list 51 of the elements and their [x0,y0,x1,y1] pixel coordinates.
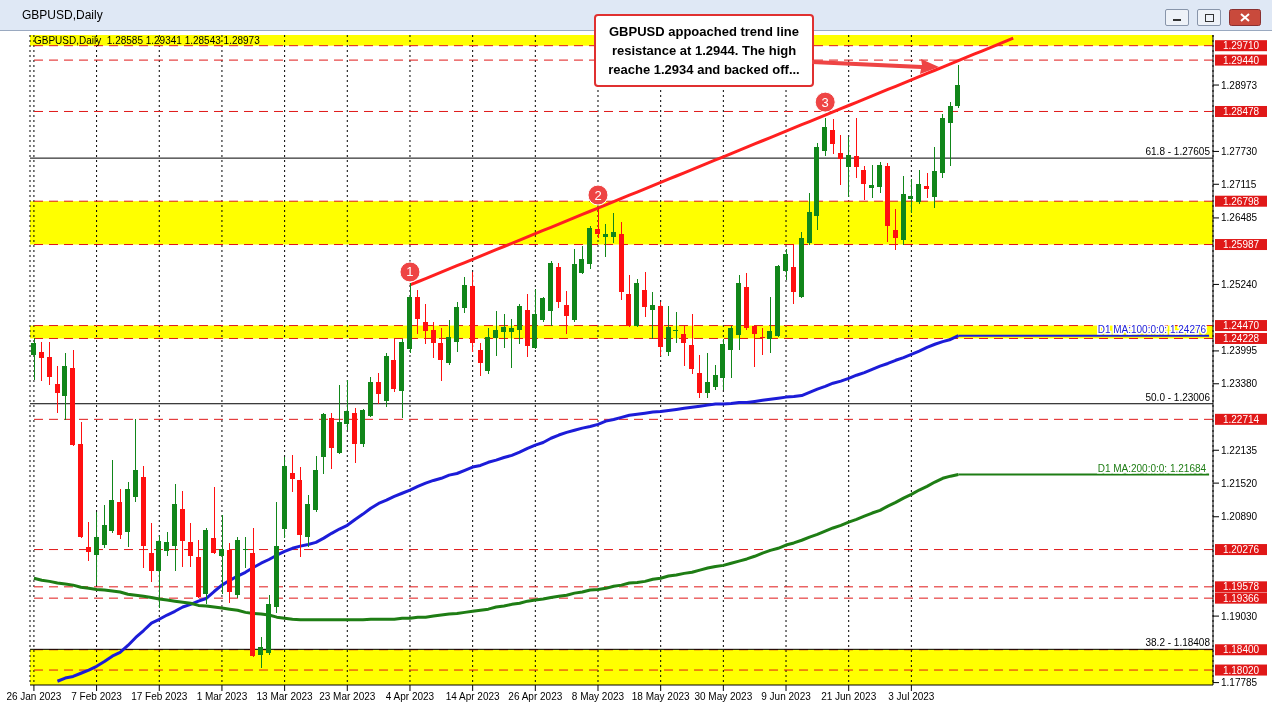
ref-line-label: 1.19366 [1222,592,1260,604]
x-tick-label: 13 Mar 2023 [256,691,314,703]
y-tick-label: 1.28973 [1221,79,1258,91]
annotation: 38.2 - 1.18408 [1145,637,1211,649]
ref-line-label: 1.18400 [1222,644,1260,656]
y-tick-label: 1.20890 [1221,511,1258,523]
x-tick-label: 26 Jan 2023 [6,691,62,703]
text: D1 MA:200:0:0: 1.21684 [1097,462,1207,474]
chart-title: GBPUSD,Daily [22,8,103,22]
ref-line-label: 1.29440 [1222,54,1260,66]
x-tick-label: 23 Mar 2023 [319,691,376,703]
text: D1 MA:100:0:0: 1.24276 [1097,323,1207,335]
ref-line-label: 1.29710 [1222,40,1260,52]
y-tick-label: 1.17785 [1221,677,1258,689]
x-tick-label: 9 Jun 2023 [761,691,812,703]
y-tick-label: 1.27115 [1221,178,1257,190]
x-tick-label: 7 Feb 2023 [71,691,123,703]
ref-line-label: 1.25987 [1222,239,1260,251]
x-tick-label: 18 May 2023 [631,691,691,703]
ref-line-label: 1.20276 [1222,544,1260,556]
x-tick-label: 3 Jul 2023 [888,691,935,703]
annotation: 61.8 - 1.27605 [1145,146,1211,158]
y-tick-label: 1.19030 [1221,610,1258,622]
ref-line-label: 1.26798 [1222,195,1260,207]
y-tick-label: 1.22135 [1221,444,1258,456]
annotation: 2 [594,187,602,203]
chart-subtitle: GBPUSD,Daily 1.28585 1.29341 1.28543 1.28973 [34,35,260,46]
y-tick-label: 1.27730 [1221,145,1258,157]
annotation: 1 [406,264,414,280]
ref-line-label: 1.19578 [1222,581,1260,593]
y-tick-label: 1.23380 [1221,378,1258,390]
ref-line-label: 1.18020 [1222,664,1260,676]
y-tick-label: 1.26485 [1221,212,1258,224]
y-tick-label: 1.23995 [1221,345,1258,357]
ref-line-label: 1.24470 [1222,320,1260,332]
ref-line-label: 1.24228 [1222,332,1260,344]
x-tick-label: 30 May 2023 [694,691,753,703]
annotation: GBPUSD appoached trend line resistance at 1.2944. The high reache 1.2934 and backed off... [594,14,814,87]
x-tick-label: 8 May 2023 [571,691,625,703]
ref-line-label: 1.22714 [1222,413,1260,425]
x-tick-label: 17 Feb 2023 [131,691,188,703]
x-tick-label: 1 Mar 2023 [196,691,248,703]
x-tick-label: 21 Jun 2023 [821,691,877,703]
x-tick-label: 14 Apr 2023 [445,691,501,703]
annotation: 3 [821,94,829,110]
x-tick-label: 26 Apr 2023 [508,691,563,703]
y-tick-label: 1.21520 [1221,477,1258,489]
ref-line-label: 1.28478 [1222,105,1260,117]
y-tick-label: 1.25240 [1221,278,1258,290]
x-tick-label: 4 Apr 2023 [385,691,435,703]
annotation: 50.0 - 1.23006 [1145,391,1211,403]
